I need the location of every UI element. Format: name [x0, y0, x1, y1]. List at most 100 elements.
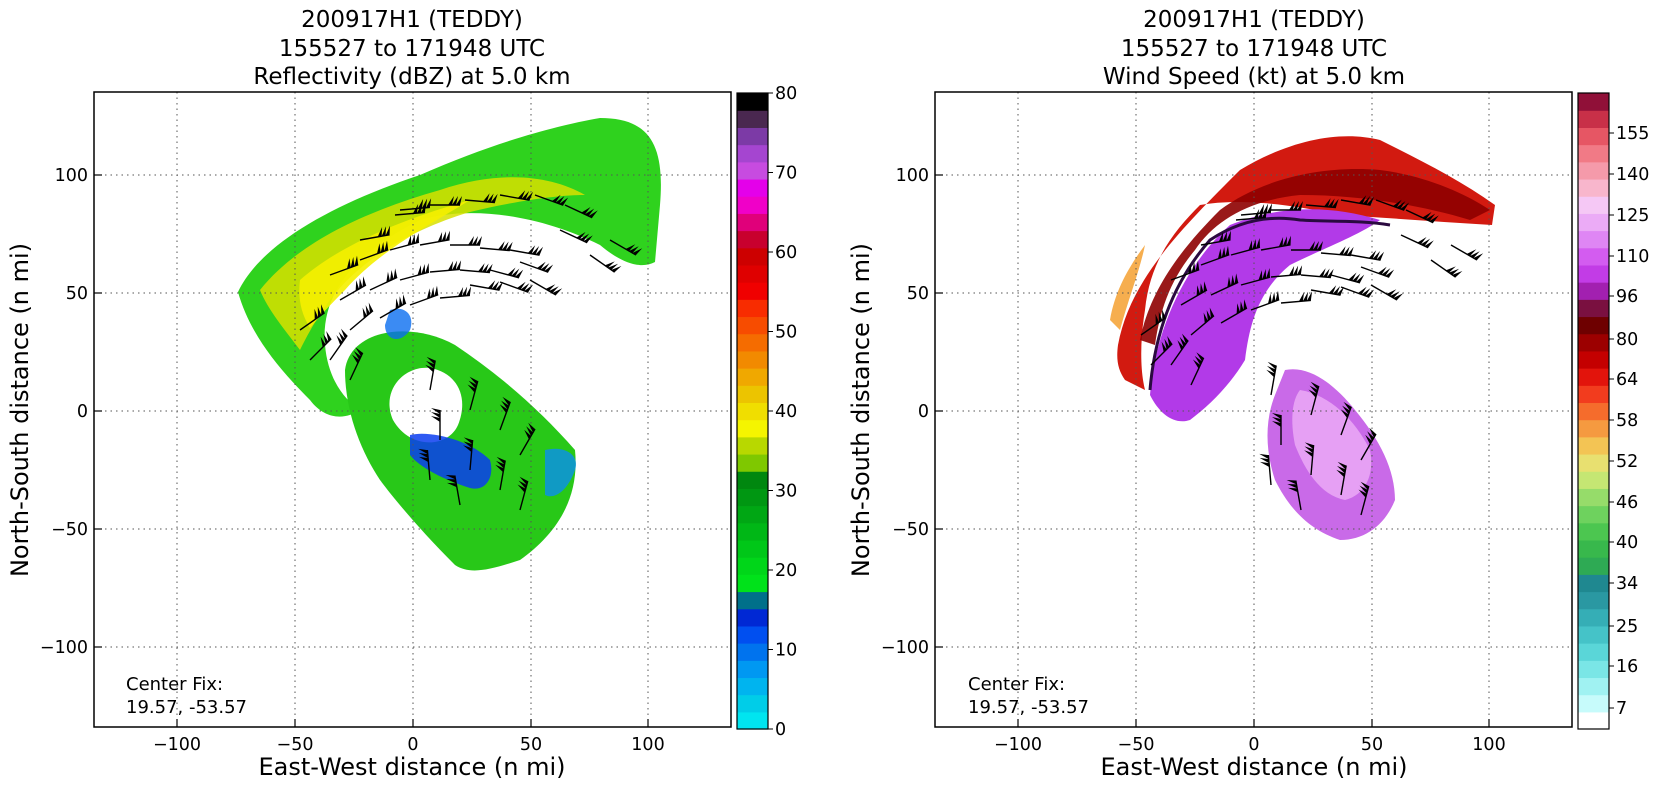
wind-wind-barb [1190, 307, 1215, 336]
wind-wind-barb [1450, 244, 1484, 261]
wind-wind-barb [1220, 299, 1248, 324]
wind-colorbar-bin [1578, 316, 1609, 335]
wind-colorbar-tick-label: 16 [1616, 657, 1638, 677]
reflectivity-wind-barb [479, 241, 513, 252]
wind-colorbar-tick-label: 125 [1616, 206, 1649, 226]
reflectivity-wind-barb [339, 276, 367, 301]
wind-wind-barb [1305, 198, 1339, 209]
reflectivity-title-line-1: 200917H1 (TEDDY) [301, 7, 523, 33]
wind-y-tick-label: 50 [907, 284, 929, 304]
wind-x-tick-label: 50 [1361, 735, 1383, 755]
wind-plot-area [935, 92, 1572, 727]
wind-wind-barb [1266, 361, 1277, 396]
wind-wind-barb [1140, 309, 1166, 336]
wind-axis-ticks [935, 174, 1490, 727]
wind-wind-barb [1190, 352, 1205, 386]
reflectivity-colorbar-bin [737, 660, 768, 679]
wind-wind-barb [1400, 234, 1434, 249]
reflectivity-colorbar-bin [737, 402, 768, 421]
wind-title-line-1: 200917H1 (TEDDY) [1143, 7, 1365, 33]
wind-colorbar-tick-label: 34 [1616, 574, 1638, 594]
reflectivity-wind-barbs [299, 190, 643, 511]
reflectivity-wind-barb [409, 285, 439, 306]
reflectivity-panel: 200917H1 (TEDDY) 155527 to 171948 UTC Re… [6, 7, 797, 781]
wind-colorbar-bin [1578, 93, 1609, 111]
wind-colorbar-bin [1578, 299, 1609, 318]
wind-y-tick-label: 0 [918, 402, 929, 422]
reflectivity-wind-barb [459, 263, 493, 274]
wind-colorbar-bin [1578, 574, 1609, 593]
wind-colorbar-bin [1578, 110, 1609, 128]
wind-colorbar-bin [1578, 402, 1609, 421]
reflectivity-blue-patch-3 [385, 308, 412, 340]
wind-wind-barb [1304, 442, 1315, 476]
wind-wind-barb [1300, 268, 1334, 279]
wind-title-line-3: Wind Speed (kt) at 5.0 km [1103, 64, 1405, 90]
wind-colorbar-bin [1578, 178, 1609, 197]
reflectivity-wind-barb [559, 229, 593, 244]
reflectivity-wind-barb [517, 476, 529, 511]
reflectivity-colorbar-bin [737, 522, 768, 541]
reflectivity-colorbar-tick-label: 0 [775, 720, 786, 740]
reflectivity-colorbar-bin [737, 643, 768, 661]
reflectivity-colorbar-bin [737, 350, 768, 369]
wind-wind-barb [1259, 453, 1272, 486]
wind-colorbar-bin [1578, 282, 1609, 300]
reflectivity-colorbar-tick-label: 60 [775, 243, 797, 263]
reflectivity-colorbar-bin [737, 178, 768, 197]
wind-dark-red-band [1140, 169, 1490, 345]
wind-wind-barb [1280, 291, 1313, 304]
reflectivity-wind-barb [609, 239, 643, 256]
wind-wind-barb [1250, 290, 1280, 311]
wind-wind-barb [1310, 285, 1345, 296]
wind-colorbar-bin [1578, 368, 1609, 386]
reflectivity-wind-barb [464, 193, 498, 204]
wind-colorbar-tick-label: 96 [1616, 287, 1638, 307]
reflectivity-colorbar-bin [737, 93, 768, 111]
wind-x-tick-label: 0 [1248, 735, 1259, 755]
wind-colorbar-bin [1578, 453, 1609, 472]
wind-wind-barb [1340, 195, 1375, 206]
reflectivity-wind-barb [349, 347, 364, 381]
reflectivity-wind-barb [389, 233, 420, 251]
wind-x-tick-label: 100 [1472, 735, 1505, 755]
wind-speed-panel: 200917H1 (TEDDY) 155527 to 171948 UTC Wi… [847, 7, 1649, 781]
reflectivity-wind-barb [467, 376, 479, 411]
wind-colorbar-bin [1578, 161, 1609, 180]
wind-colorbar-frame [1577, 92, 1610, 730]
reflectivity-wind-barb [489, 267, 524, 279]
reflectivity-colorbar-bin [737, 625, 768, 644]
reflectivity-colorbar-bin [737, 196, 768, 214]
wind-y-tick-label: −100 [881, 638, 929, 658]
reflectivity-colorbar-bin [737, 385, 768, 404]
wind-colorbar-tick-label: 80 [1616, 330, 1638, 350]
wind-colorbar-tick-label: 58 [1616, 411, 1638, 431]
wind-colorbar-bin [1578, 660, 1609, 679]
wind-wind-barb [1405, 209, 1439, 224]
reflectivity-wind-barb [499, 281, 534, 293]
wind-wind-barb [1150, 336, 1173, 366]
reflectivity-wind-barb [439, 286, 472, 299]
reflectivity-colorbar-bin [737, 368, 768, 386]
reflectivity-x-tick-label: 50 [520, 735, 542, 755]
reflectivity-wind-barb [369, 268, 398, 291]
wind-y-axis-label: North-South distance (n mi) [847, 243, 875, 577]
reflectivity-wind-barb [309, 331, 332, 361]
reflectivity-wind-barb [430, 196, 462, 206]
reflectivity-wind-barb [534, 194, 569, 206]
wind-colorbar-bin [1578, 557, 1609, 575]
reflectivity-wind-barb [379, 294, 407, 319]
wind-colorbar-bin [1578, 711, 1609, 730]
reflectivity-x-ticks [94, 174, 649, 727]
wind-wind-barb [1180, 281, 1208, 306]
wind-wind-barb [1200, 245, 1230, 266]
reflectivity-colorbar-bin [737, 299, 768, 318]
wind-colorbar-tick-label: 110 [1616, 247, 1649, 267]
wind-colorbar-tick-label: 52 [1616, 452, 1638, 472]
wind-colorbar-bin [1578, 643, 1609, 661]
wind-title-line-2: 155527 to 171948 UTC [1121, 36, 1387, 62]
wind-colorbar-tick-label: 46 [1616, 493, 1638, 513]
reflectivity-colorbar-bin [737, 694, 768, 713]
reflectivity-colorbar-bin [737, 711, 768, 730]
reflectivity-y-tick-label: 100 [55, 166, 88, 186]
